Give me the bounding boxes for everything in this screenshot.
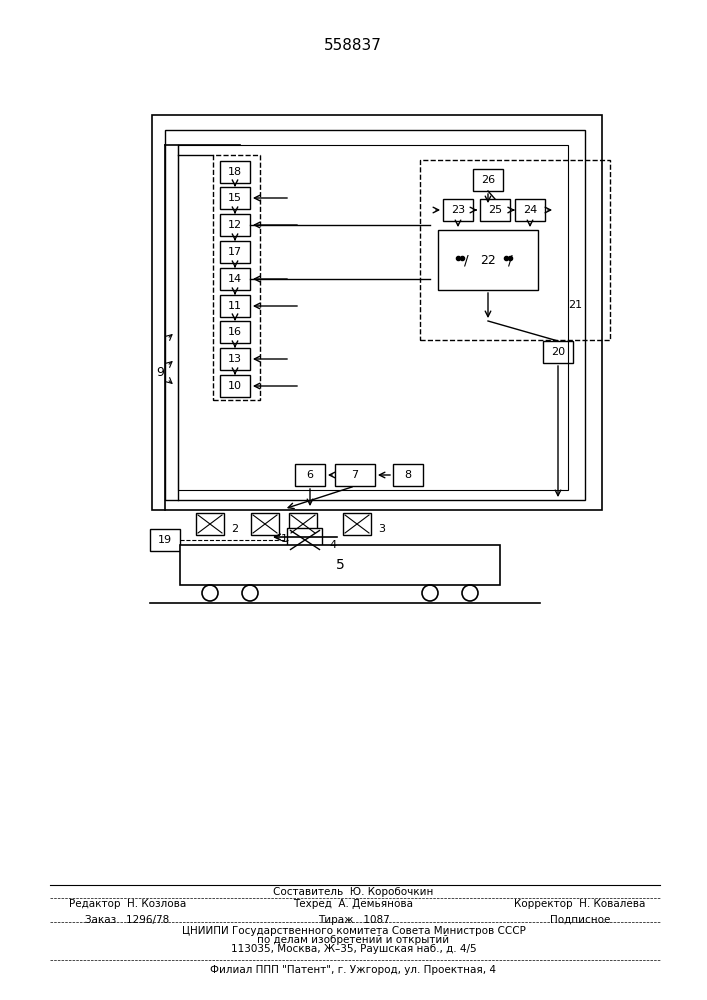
Text: 13: 13 — [228, 354, 242, 364]
Text: 23: 23 — [451, 205, 465, 215]
Bar — [543, 341, 573, 363]
Text: 2: 2 — [231, 524, 238, 534]
Bar — [220, 321, 250, 343]
Text: 6: 6 — [307, 470, 313, 480]
Bar — [251, 513, 279, 535]
Text: 558837: 558837 — [324, 37, 382, 52]
Bar — [220, 214, 250, 236]
Text: 113035, Москва, Ж–35, Раушская наб., д. 4/5: 113035, Москва, Ж–35, Раушская наб., д. … — [230, 944, 477, 954]
Bar — [180, 545, 500, 585]
Text: Корректор  Н. Ковалева: Корректор Н. Ковалева — [514, 899, 645, 909]
Text: 8: 8 — [404, 470, 411, 480]
Bar — [152, 115, 602, 510]
Bar — [473, 169, 503, 191]
Bar — [150, 529, 180, 551]
Text: 26: 26 — [481, 175, 495, 185]
Text: 22: 22 — [480, 253, 496, 266]
Bar — [220, 348, 250, 370]
Text: 19: 19 — [158, 535, 172, 545]
Text: 20: 20 — [551, 347, 565, 357]
Bar — [343, 513, 371, 535]
Text: 3: 3 — [378, 524, 385, 534]
Text: ЦНИИПИ Государственного комитета Совета Министров СССР: ЦНИИПИ Государственного комитета Совета … — [182, 926, 525, 936]
Bar — [220, 375, 250, 397]
Text: 11: 11 — [228, 301, 242, 311]
Text: 16: 16 — [228, 327, 242, 337]
Text: 12: 12 — [228, 220, 242, 230]
Text: 14: 14 — [228, 274, 242, 284]
Bar — [220, 295, 250, 317]
Text: Филиал ППП "Патент", г. Ужгород, ул. Проектная, 4: Филиал ППП "Патент", г. Ужгород, ул. Про… — [211, 965, 496, 975]
Bar — [220, 187, 250, 209]
Text: Подписное: Подписное — [549, 915, 610, 925]
Text: Тираж   1087: Тираж 1087 — [317, 915, 390, 925]
Bar — [480, 199, 510, 221]
Text: 1: 1 — [281, 534, 288, 544]
Text: Техред  А. Демьянова: Техред А. Демьянова — [293, 899, 414, 909]
Bar — [289, 513, 317, 535]
Bar — [443, 199, 473, 221]
Bar — [220, 268, 250, 290]
Text: /: / — [508, 253, 513, 267]
Bar — [420, 160, 610, 340]
Bar — [295, 464, 325, 486]
Text: 15: 15 — [228, 193, 242, 203]
Bar — [220, 241, 250, 263]
Text: Составитель  Ю. Коробочкин: Составитель Ю. Коробочкин — [274, 887, 433, 897]
Bar — [335, 464, 375, 486]
Bar — [213, 155, 260, 400]
Bar — [196, 513, 224, 535]
Text: 21: 21 — [568, 300, 582, 310]
Text: /: / — [464, 253, 468, 267]
Text: 17: 17 — [228, 247, 242, 257]
Text: 24: 24 — [523, 205, 537, 215]
Text: Заказ   1296/78: Заказ 1296/78 — [85, 915, 170, 925]
Text: Редактор  Н. Козлова: Редактор Н. Козлова — [69, 899, 186, 909]
Text: по делам изобретений и открытий: по делам изобретений и открытий — [257, 935, 450, 945]
Text: 25: 25 — [488, 205, 502, 215]
Bar — [178, 145, 568, 490]
Bar — [515, 199, 545, 221]
Text: 18: 18 — [228, 167, 242, 177]
Bar — [220, 161, 250, 183]
Text: 7: 7 — [351, 470, 358, 480]
Text: 10: 10 — [228, 381, 242, 391]
Bar — [393, 464, 423, 486]
Text: 5: 5 — [336, 558, 344, 572]
Text: 9: 9 — [156, 365, 164, 378]
Text: 4: 4 — [329, 540, 337, 550]
Bar — [165, 130, 585, 500]
Bar — [288, 528, 322, 552]
Bar — [438, 230, 538, 290]
